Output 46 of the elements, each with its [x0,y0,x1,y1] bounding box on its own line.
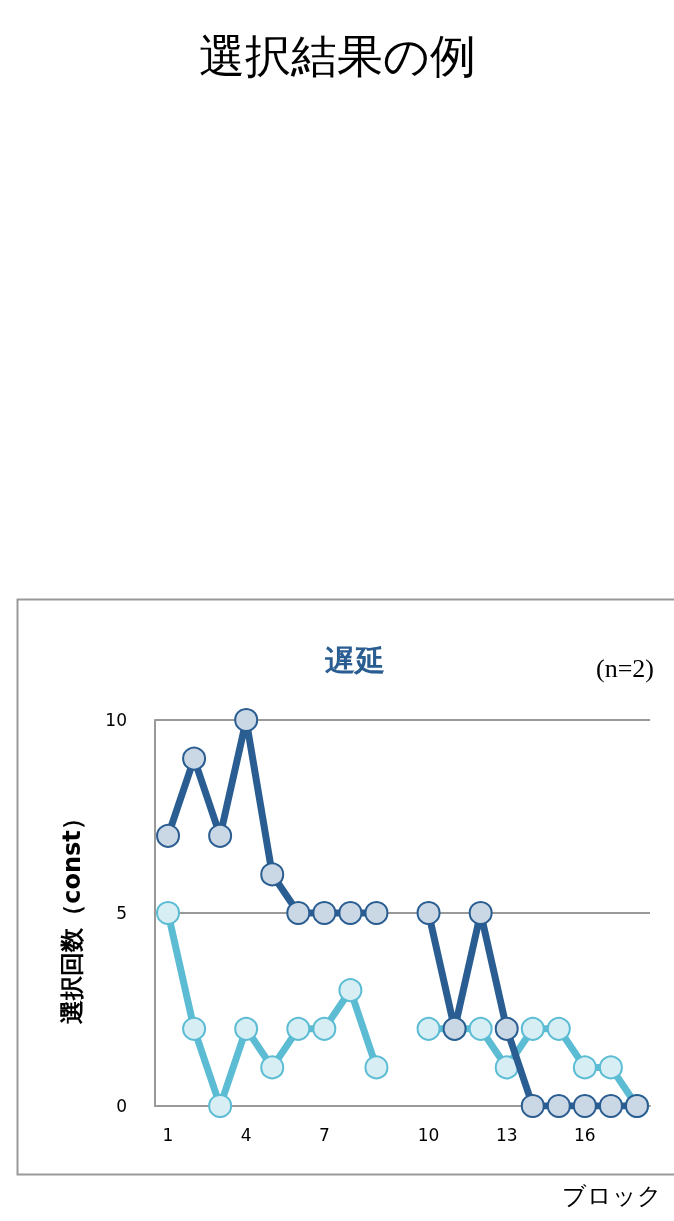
point [312,1016,337,1041]
point [546,1094,571,1118]
point [572,1094,597,1118]
point [520,1016,545,1041]
point [546,1016,571,1041]
point [182,1016,207,1041]
chart-title: 選択結果の例 [198,29,476,83]
point [416,901,441,925]
point [234,708,259,732]
point [468,1016,493,1041]
point [182,746,207,771]
point [364,901,389,925]
point [598,1094,623,1118]
point [468,901,493,925]
point [520,1094,545,1118]
text: (n=2) [596,653,654,683]
point [416,1016,441,1041]
point [260,1055,285,1080]
point [208,823,233,848]
y-tick-label: 0 [116,1096,127,1116]
point [598,1055,623,1080]
x-tick-label: 4 [240,1124,252,1145]
x-tick-label: 10 [417,1124,440,1145]
point [338,978,363,1003]
y-axis-title: 選択回数（const） [58,806,86,1024]
y-tick-label: 5 [116,903,127,923]
point [338,901,363,925]
x-tick-label: 7 [318,1124,330,1145]
point [208,1094,233,1118]
point [494,1016,519,1041]
chart-subtitle: 遅延 [324,642,385,678]
point [364,1055,389,1080]
point [286,901,311,925]
point [572,1055,597,1080]
point [286,1016,311,1041]
point [494,1055,519,1080]
x-tick-label: 13 [495,1124,518,1145]
point [156,901,181,925]
y-tick-label: 10 [105,710,127,730]
x-tick-label: 16 [574,1124,596,1145]
point [156,823,181,848]
point [234,1016,259,1041]
x-tick-label: 1 [162,1124,174,1145]
x-axis-title: ブロック [562,1182,662,1210]
point [312,901,337,925]
point [260,862,285,887]
